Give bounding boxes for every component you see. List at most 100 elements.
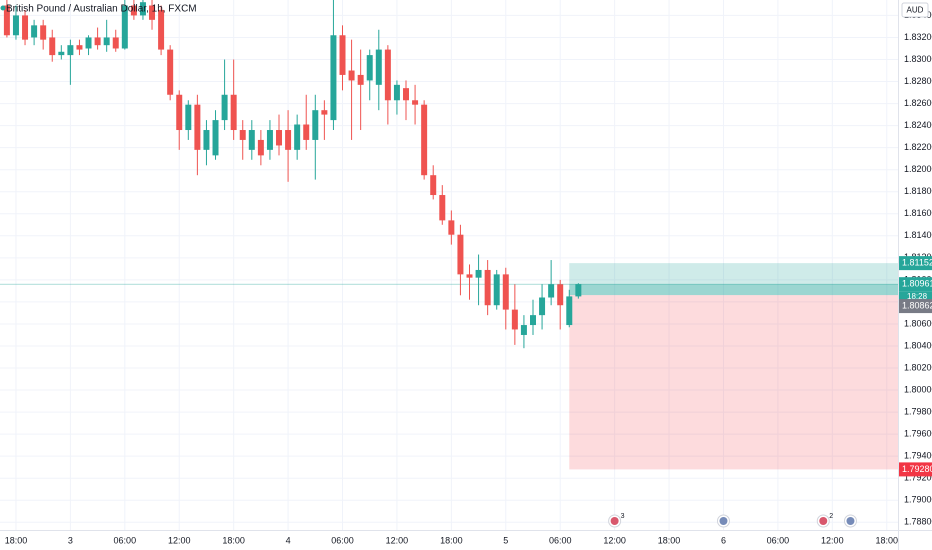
candle-body [384,49,391,101]
open-profit-zone [569,284,898,296]
y-tick-label: 1.82800 [904,76,932,86]
y-tick-label: 1.81600 [904,208,932,218]
candle-body [430,175,437,196]
candle-body [348,70,355,81]
candle-body [285,130,292,150]
candle-body [112,37,119,49]
candle-body [3,5,10,36]
stop-label: 1.79280 [902,464,932,474]
status-dot [0,5,6,11]
x-tick-label: 12:00 [168,535,191,545]
y-tick-label: 1.83200 [904,32,932,42]
countdown: 18:28 [907,292,928,301]
candle-body [457,234,464,275]
candle-body [366,55,373,81]
countdown-box [899,291,932,303]
y-tick-label: 1.81400 [904,230,932,240]
x-tick-label: 06:00 [549,535,572,545]
plot [0,0,898,470]
x-tick-label: 6 [721,535,726,545]
y-tick-label: 1.82600 [904,98,932,108]
y-tick-label: 1.82400 [904,120,932,130]
currency[interactable]: AUD [907,6,924,15]
x-tick-label: 12:00 [386,535,409,545]
candle-body [557,284,564,306]
event-flag [819,517,828,525]
candle-body [530,315,536,326]
candle-body [167,49,174,95]
candle-body [403,88,409,101]
candle-body [466,274,473,278]
candle-body [212,120,219,156]
x-tick-label: 18:00 [658,535,681,545]
event-flag [846,517,855,525]
candle-body [421,104,428,176]
y-tick-label: 1.81800 [904,186,932,196]
x-tick-label: 18:00 [875,535,898,545]
candle-body [58,51,65,56]
candle-body [375,49,382,85]
candle-body [303,124,310,140]
candle-body [158,9,165,50]
x-tick-label: 18:00 [440,535,463,545]
candle-body [539,297,546,316]
currency-box[interactable] [901,2,929,18]
y-tick-label: 1.80000 [904,384,932,394]
candle-body [294,124,301,150]
candle-body [94,37,101,46]
candle-body [520,325,527,335]
candle-body [139,2,146,16]
candle-body [248,130,255,150]
x-tick-label: 12:00 [603,535,626,545]
candle-body [76,45,83,50]
event-flag [719,517,728,525]
x-tick-label: 18:00 [222,535,245,545]
y-tick-label: 1.80400 [904,340,932,350]
x-tick-label: 4 [286,535,291,545]
candle-body [484,269,491,306]
candle-body [230,94,237,131]
candle-body [393,84,400,101]
candle-body [176,94,183,131]
last-price-label: 1.80961 [902,279,932,289]
candle-body [67,45,74,56]
candle-body [448,220,455,235]
y-tick-label: 1.78800 [904,517,932,527]
x-tick-label: 3 [68,535,73,545]
candle-body [194,104,201,150]
chart-title: British Pound / Australian Dollar, 1h, F… [6,4,197,15]
target-label-box [899,256,932,271]
candle-body [121,5,128,49]
candle-body [221,94,228,121]
target-zone [569,263,898,296]
candle-body [475,269,482,278]
candle-body [511,309,518,330]
candle-body [439,195,446,221]
candle-body [276,130,283,146]
y-tick-label: 1.80600 [904,318,932,328]
y-tick-label: 1.79200 [904,473,932,483]
last-price-label-box [899,277,932,292]
y-tick-label: 1.79800 [904,406,932,416]
candle-body [566,296,573,326]
candle-body [239,130,246,140]
y-tick-label: 1.79400 [904,451,932,461]
x-tick-label: 06:00 [331,535,354,545]
x-tick-label: 5 [503,535,508,545]
candle-body [12,15,19,36]
x-tick-label: 06:00 [767,535,790,545]
candle-body [85,37,92,49]
axes: 1.834001.832001.830001.828001.826001.824… [5,10,932,545]
x-tick-label: 06:00 [114,535,137,545]
y-tick-label: 1.82000 [904,164,932,174]
y-tick-label: 1.82200 [904,142,932,152]
candle-body [266,130,273,150]
candle-body [185,104,192,131]
x-tick-label: 12:00 [821,535,844,545]
candle-body [493,274,500,306]
candle-body [103,37,110,46]
candle-body [330,35,337,121]
y-tick-label: 1.80200 [904,362,932,372]
